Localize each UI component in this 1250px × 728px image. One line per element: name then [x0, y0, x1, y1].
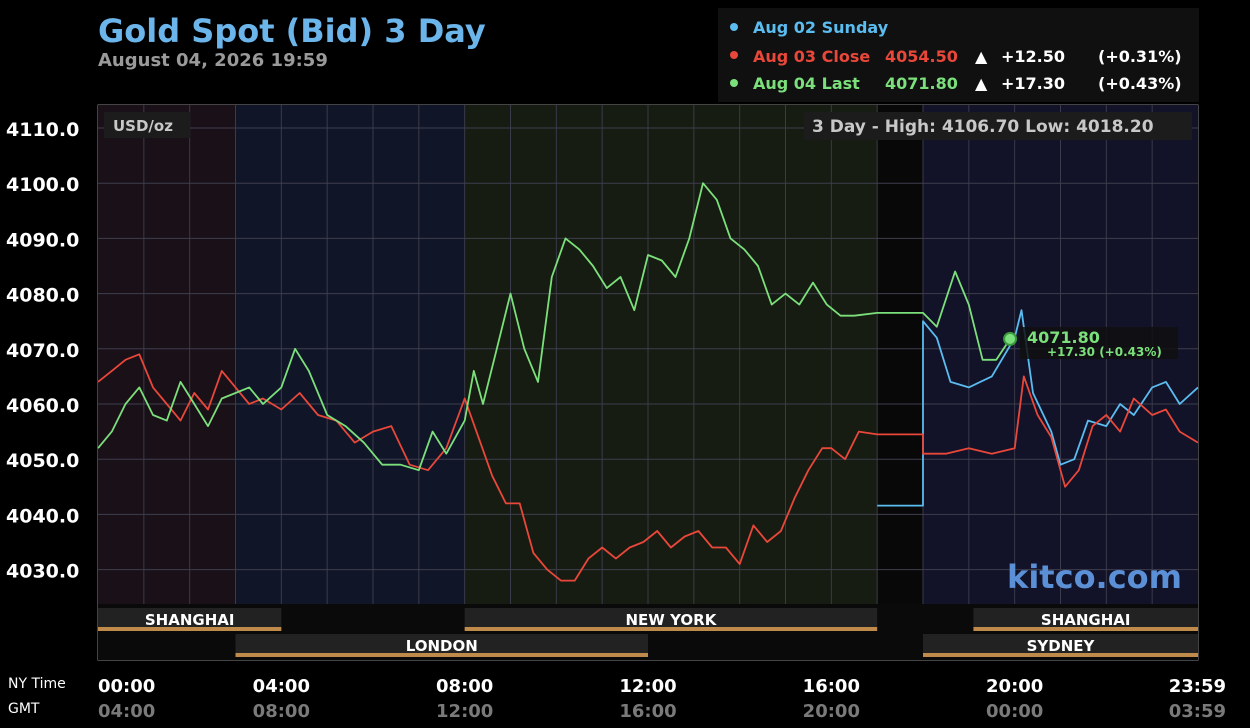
unit-label: USD/oz — [113, 117, 173, 135]
x-tick-ny: 12:00 — [619, 676, 676, 697]
region-asia — [98, 105, 236, 660]
region-newyork — [464, 105, 878, 660]
legend-item-close: Aug 03 Close 4054.50 ▲ +12.50 (+0.31%) — [730, 47, 1182, 66]
y-tick-label: 4040.0 — [6, 505, 79, 527]
ny-time-label: NY Time — [8, 676, 66, 692]
chart-datetime: August 04, 2026 19:59 — [98, 50, 328, 71]
high-low-box — [804, 112, 1192, 140]
session-underline — [464, 627, 878, 631]
x-tick-ny: 00:00 — [98, 676, 155, 697]
marker-change: +17.30 (+0.43%) — [1047, 345, 1162, 359]
legend-last-label: Aug 04 Last — [753, 74, 860, 93]
x-tick-ny: 08:00 — [436, 676, 493, 697]
legend-close-pct: (+0.31%) — [1098, 47, 1182, 66]
brand-watermark: kitco.com — [1007, 558, 1182, 596]
session-bars: SHANGHAI NEW YORK SHANGHAI LONDON SYDNEY — [98, 604, 1198, 660]
session-bar — [923, 634, 1198, 656]
region-london — [235, 105, 465, 660]
legend-close-change: +12.50 — [1001, 47, 1065, 66]
legend-last-arrow: ▲ — [975, 74, 988, 93]
gmt-label: GMT — [8, 701, 40, 717]
legend-close-label: Aug 03 Close — [753, 47, 870, 66]
y-tick-label: 4090.0 — [6, 229, 79, 251]
high-low-label: 3 Day - High: 4106.70 Low: 4018.20 — [812, 117, 1154, 137]
session-label: SHANGHAI — [1041, 611, 1131, 629]
legend-item-last: Aug 04 Last 4071.80 ▲ +17.30 (+0.43%) — [730, 74, 1182, 93]
series-line-0 — [877, 309, 1199, 507]
session-underline — [923, 653, 1198, 657]
unit-box — [104, 112, 190, 138]
legend-item-sunday: Aug 02 Sunday — [730, 18, 889, 37]
legend-last-pct: (+0.43%) — [1098, 74, 1182, 93]
session-bar — [98, 608, 282, 630]
session-label: SYDNEY — [1027, 637, 1096, 655]
session-underline — [98, 627, 282, 631]
x-tick-gmt: 20:00 — [803, 701, 860, 722]
y-tick-label: 4050.0 — [6, 450, 79, 472]
x-tick-gmt: 03:59 — [1169, 701, 1226, 722]
x-tick-ny: 23:59 — [1169, 676, 1226, 697]
axis-ticks: 4110.0 4100.0 4090.0 4080.0 4070.0 4060.0 4050… — [6, 119, 1226, 722]
y-tick-label: 4060.0 — [6, 395, 79, 417]
series-line-1 — [97, 353, 1199, 582]
marker-dot — [1003, 331, 1018, 346]
session-label: SHANGHAI — [145, 611, 235, 629]
x-tick-gmt: 16:00 — [619, 701, 676, 722]
session-label: NEW YORK — [626, 611, 718, 629]
session-bar — [235, 634, 648, 656]
session-bar — [973, 608, 1198, 630]
session-label: LONDON — [406, 637, 478, 655]
x-tick-ny: 16:00 — [803, 676, 860, 697]
x-tick-gmt: 00:00 — [986, 701, 1043, 722]
marker-value: 4071.80 — [1027, 328, 1100, 347]
y-tick-label: 4080.0 — [6, 285, 79, 307]
marker-box — [1020, 327, 1178, 359]
legend-close-value: 4054.50 — [885, 47, 958, 66]
y-tick-label: 4100.0 — [6, 174, 79, 196]
x-tick-ny: 04:00 — [253, 676, 310, 697]
x-tick-ny: 20:00 — [986, 676, 1043, 697]
chart-grid — [98, 105, 1198, 604]
y-tick-label: 4110.0 — [6, 119, 79, 141]
region-closed — [877, 105, 923, 660]
current-price-marker: 4071.80 +17.30 (+0.43%) — [1003, 327, 1178, 359]
legend-last-value: 4071.80 — [885, 74, 958, 93]
session-underline — [973, 627, 1198, 631]
legend-last-change: +17.30 — [1001, 74, 1065, 93]
y-tick-label: 4030.0 — [6, 561, 79, 583]
legend-sunday-label: Aug 02 Sunday — [753, 18, 889, 37]
session-bar — [464, 608, 878, 630]
legend-close-arrow: ▲ — [975, 47, 988, 66]
session-underline — [235, 653, 648, 657]
chart-series — [97, 182, 1199, 582]
y-tick-label: 4070.0 — [6, 340, 79, 362]
legend-panel — [718, 8, 1199, 102]
x-tick-gmt: 08:00 — [253, 701, 310, 722]
x-tick-gmt: 12:00 — [436, 701, 493, 722]
series-line-2 — [97, 182, 1011, 472]
x-tick-gmt: 04:00 — [98, 701, 155, 722]
chart-title: Gold Spot (Bid) 3 Day — [98, 12, 486, 50]
